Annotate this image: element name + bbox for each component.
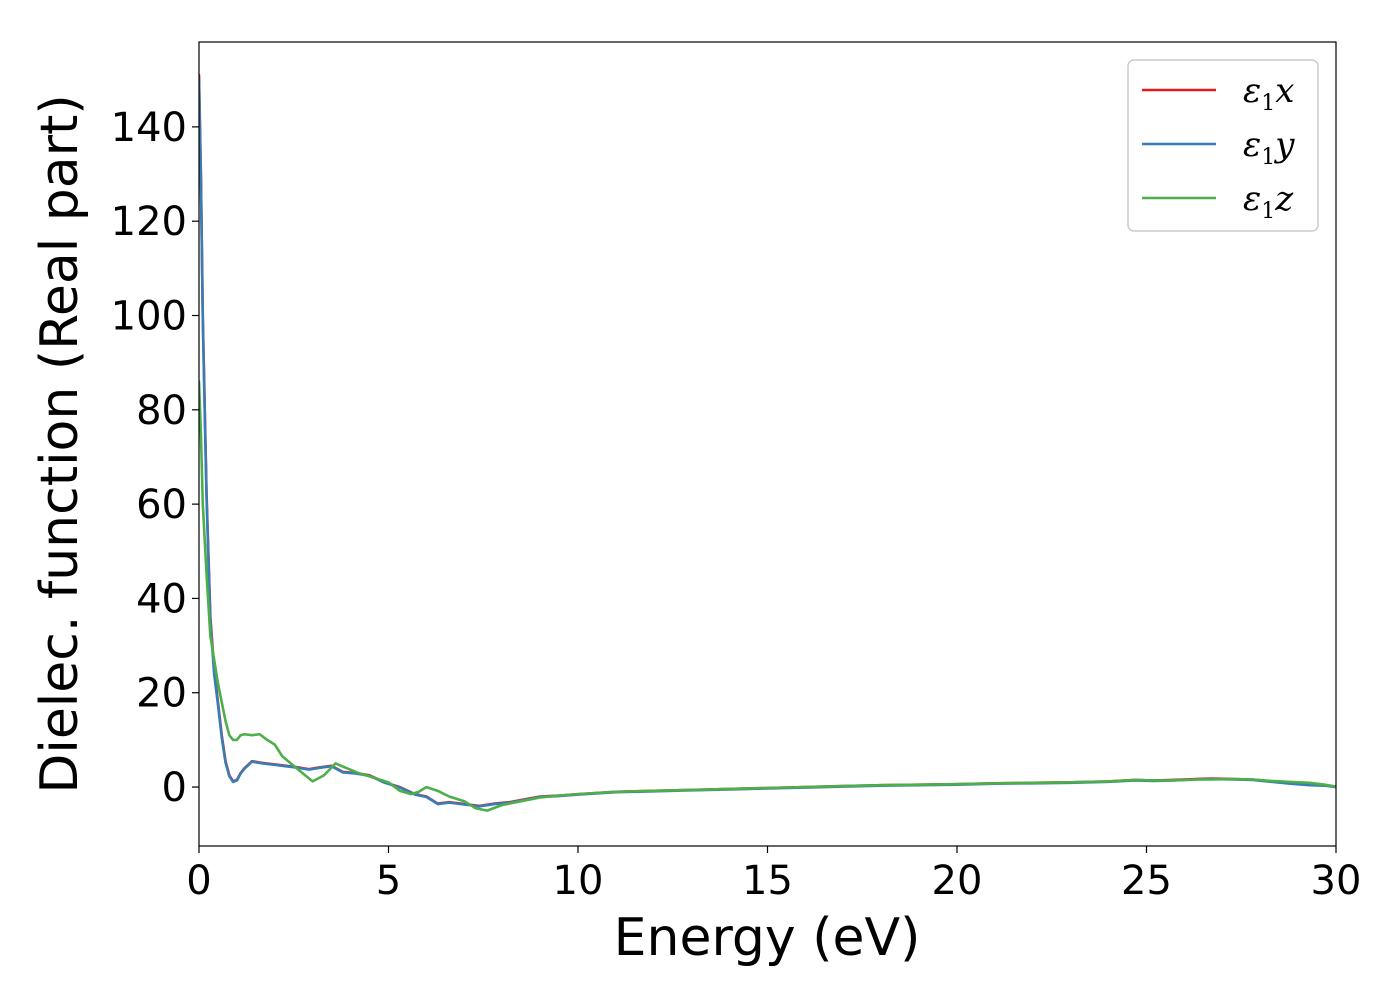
x-axis-ticks: 0 5 10 15 20 25 30 <box>186 846 1361 904</box>
y-tick-label: 0 <box>162 765 187 811</box>
x-tick-label: 10 <box>553 858 604 904</box>
legend: ε1x ε1y ε1z <box>1127 59 1319 232</box>
y-axis-ticks: 0 20 40 60 80 100 120 140 <box>111 105 199 811</box>
x-tick-label: 30 <box>1311 858 1362 904</box>
x-tick-label: 20 <box>932 858 983 904</box>
series-line-z <box>199 380 1336 812</box>
y-tick-label: 80 <box>136 388 187 434</box>
x-tick-label: 0 <box>186 858 211 904</box>
y-tick-label: 140 <box>111 105 187 151</box>
x-tick-label: 15 <box>742 858 793 904</box>
x-tick-label: 25 <box>1121 858 1172 904</box>
legend-label-y: ε1y <box>1243 125 1295 170</box>
y-tick-label: 120 <box>111 199 187 245</box>
legend-box <box>1127 59 1319 232</box>
legend-label-x: ε1x <box>1243 71 1294 116</box>
x-axis-title: Energy (eV) <box>614 908 921 968</box>
y-tick-label: 100 <box>111 294 187 340</box>
y-tick-label: 40 <box>136 576 187 622</box>
y-tick-label: 20 <box>136 671 187 717</box>
legend-label-z: ε1z <box>1243 179 1294 224</box>
y-tick-label: 60 <box>136 482 187 528</box>
y-axis-title: Dielec. function (Real part) <box>30 94 90 793</box>
plot-lines <box>199 73 1336 812</box>
x-tick-label: 5 <box>376 858 401 904</box>
